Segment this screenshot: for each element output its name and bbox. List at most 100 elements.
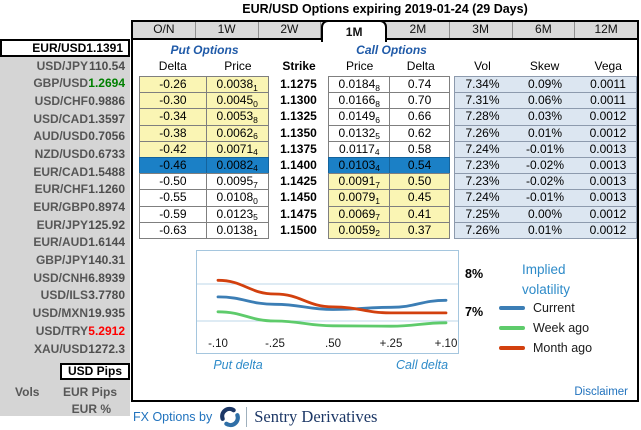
put-options-header: Put Options	[170, 43, 239, 57]
vega-cell: 0.0012	[589, 222, 627, 237]
option-row-1.1400[interactable]: -0.46 0.00824 1.1400 0.01034 0.54 7.23% -0.02%…	[139, 156, 637, 175]
col-strike: Strike	[282, 59, 316, 73]
legend-item-month-ago: Month ago	[499, 338, 592, 358]
option-row-1.1450[interactable]: -0.55 0.01080 1.1450 0.00791 0.45 7.24% -0.01%…	[139, 189, 637, 207]
put-price-cell: 0.00824	[205, 156, 269, 175]
put-price-cell-subdigit: 5	[253, 212, 258, 222]
pair-label: XAU/USD	[33, 341, 88, 356]
pair-row-usd-cad[interactable]: USD/CAD 1.3597	[0, 110, 130, 128]
option-row-1.1425[interactable]: -0.50 0.00957 1.1425 0.00917 0.50 7.23% -0.02%…	[139, 173, 637, 191]
legend-swatch	[499, 346, 525, 350]
tab-6m[interactable]: 6M	[513, 22, 576, 38]
disclaimer-link[interactable]: Disclaimer	[574, 386, 628, 398]
option-row-1.1475[interactable]: -0.59 0.01235 1.1475 0.00697 0.41 7.25% 0.00% 0…	[139, 205, 637, 223]
vega-cell: 0.0013	[589, 157, 627, 172]
pair-row-eur-gbp[interactable]: EUR/GBP 0.8974	[0, 198, 130, 216]
vol-cell: 7.31%	[465, 93, 500, 108]
chart-legend: Current Week ago Month ago	[499, 298, 592, 358]
skew-cell: -0.01%	[525, 141, 564, 156]
option-row-1.1500[interactable]: -0.63 0.01381 1.1500 0.00592 0.37 7.26% 0.01% 0…	[139, 221, 637, 239]
tab-12m[interactable]: 12M	[594, 22, 618, 36]
put-delta-axis-label: Put delta	[213, 358, 263, 372]
vega-cell: 0.0013	[589, 141, 627, 156]
call-price-cell: 0.01848	[328, 76, 391, 94]
put-delta-cell-value: -0.46	[159, 157, 187, 172]
call-price-cell-value: 0.0132	[338, 125, 376, 140]
put-delta-cell: -0.38	[139, 124, 207, 142]
tab-3m[interactable]: 3M	[450, 22, 513, 38]
option-row-1.1350[interactable]: -0.38 0.00626 1.1350 0.01325 0.62 7.26% 0.01% 0…	[139, 124, 637, 142]
put-price-cell-value: 0.0123	[216, 206, 254, 221]
vol-skew-vega-strip: 7.31% 0.06% 0.0011	[453, 92, 637, 110]
pips-mode-eur-percent[interactable]: EUR %	[71, 402, 111, 417]
pair-rate: 1.6144	[88, 235, 125, 250]
group-headers: Put Options Call Options	[133, 43, 637, 58]
put-price-cell-subdigit: 4	[253, 147, 258, 158]
pair-rate: 1.5488	[88, 164, 125, 179]
pair-row-eur-usd[interactable]: EUR/USD 1.1391	[0, 39, 130, 57]
tab-2m[interactable]: 2M	[387, 22, 450, 38]
page-title: EUR/USD Options expiring 2019-01-24 (29 …	[242, 2, 528, 16]
put-price-cell-value: 0.0045	[216, 93, 254, 108]
col-vol: Vol	[474, 59, 491, 73]
call-price-cell-value: 0.0166	[338, 93, 376, 108]
tab-2w[interactable]: 2W	[259, 22, 322, 38]
pair-label: USD/MXN	[32, 306, 88, 321]
vol-cell: 7.26%	[465, 125, 500, 140]
pair-row-usd-mxn[interactable]: USD/MXN 19.935	[0, 304, 130, 322]
options-rows: -0.26 0.00381 1.1275 0.01848 0.74 7.34% 0.09% 0…	[139, 76, 637, 239]
pair-row-usd-try[interactable]: USD/TRY 5.2912	[0, 322, 130, 340]
strike-cell-value: 1.1350	[280, 125, 317, 140]
put-delta-cell-value: -0.42	[159, 141, 187, 156]
put-delta-cell-value: -0.50	[159, 174, 187, 189]
pair-row-eur-aud[interactable]: EUR/AUD 1.6144	[0, 234, 130, 252]
tab-1w[interactable]: 1W	[196, 22, 259, 38]
put-delta-cell: -0.59	[139, 205, 207, 223]
strike-cell: 1.1350	[269, 125, 329, 142]
tab-o-n[interactable]: O/N	[133, 22, 196, 38]
pair-row-usd-ils[interactable]: USD/ILS 3.7780	[0, 287, 130, 305]
put-delta-cell-value: -0.30	[159, 93, 187, 108]
pair-row-xau-usd[interactable]: XAU/USD 1272.3	[0, 340, 130, 358]
vega-cell: 0.0013	[589, 190, 627, 205]
smile-chart-canvas	[197, 278, 458, 328]
call-delta-cell-value: 0.62	[407, 125, 432, 140]
call-price-cell: 0.01325	[328, 124, 391, 142]
series-line-month-ago	[216, 278, 448, 315]
pair-label: EUR/AUD	[33, 235, 88, 250]
pair-row-usd-jpy[interactable]: USD/JPY 110.54	[0, 57, 130, 75]
pair-row-gbp-jpy[interactable]: GBP/JPY 140.31	[0, 251, 130, 269]
series-line-week-ago	[216, 310, 448, 328]
option-row-1.1300[interactable]: -0.30 0.00450 1.1300 0.01668 0.70 7.31% 0.06% 0…	[139, 92, 637, 110]
pair-row-nzd-usd[interactable]: NZD/USD 0.6733	[0, 145, 130, 163]
vol-skew-vega-strip: 7.24% -0.01% 0.0013	[453, 189, 637, 207]
pair-row-gbp-usd[interactable]: GBP/USD 1.2694	[0, 74, 130, 92]
pair-row-aud-usd[interactable]: AUD/USD 0.7056	[0, 127, 130, 145]
pips-mode-eur-pips[interactable]: EUR Pips	[62, 384, 117, 399]
option-row-1.1275[interactable]: -0.26 0.00381 1.1275 0.01848 0.74 7.34% 0.09% 0…	[139, 76, 637, 94]
vol-cell: 7.28%	[465, 109, 500, 124]
pair-label: EUR/CAD	[33, 164, 88, 179]
option-row-1.1375[interactable]: -0.42 0.00714 1.1375 0.01174 0.58 7.24% -0.01%…	[139, 140, 637, 158]
put-price-cell: 0.00538	[205, 108, 269, 126]
pair-row-eur-jpy[interactable]: EUR/JPY 125.92	[0, 216, 130, 234]
call-price-cell: 0.00697	[328, 205, 391, 223]
pair-row-usd-chf[interactable]: USD/CHF 0.9886	[0, 92, 130, 110]
call-delta-cell: 0.74	[389, 76, 450, 94]
put-price-cell: 0.00450	[205, 92, 269, 110]
skew-cell: -0.02%	[525, 157, 564, 172]
pair-row-usd-cnh[interactable]: USD/CNH 6.8939	[0, 269, 130, 287]
option-row-1.1325[interactable]: -0.34 0.00538 1.1325 0.01496 0.66 7.28% 0.03% 0…	[139, 108, 637, 126]
tab-1m[interactable]: 1M	[321, 20, 387, 42]
call-price-cell-value: 0.0091	[338, 174, 376, 189]
pair-row-eur-cad[interactable]: EUR/CAD 1.5488	[0, 163, 130, 181]
call-price-cell-value: 0.0103	[338, 157, 376, 172]
pair-row-eur-chf[interactable]: EUR/CHF 1.1260	[0, 181, 130, 199]
put-price-cell: 0.01381	[205, 221, 269, 239]
pair-label: GBP/JPY	[35, 253, 88, 268]
put-delta-cell-value: -0.59	[159, 206, 187, 221]
put-price-cell-value: 0.0062	[216, 125, 254, 140]
pips-mode-usd-pips[interactable]: USD Pips	[60, 363, 130, 381]
col-put-delta: Delta	[158, 59, 187, 73]
vol-skew-vega-strip: 7.34% 0.09% 0.0011	[453, 76, 637, 94]
